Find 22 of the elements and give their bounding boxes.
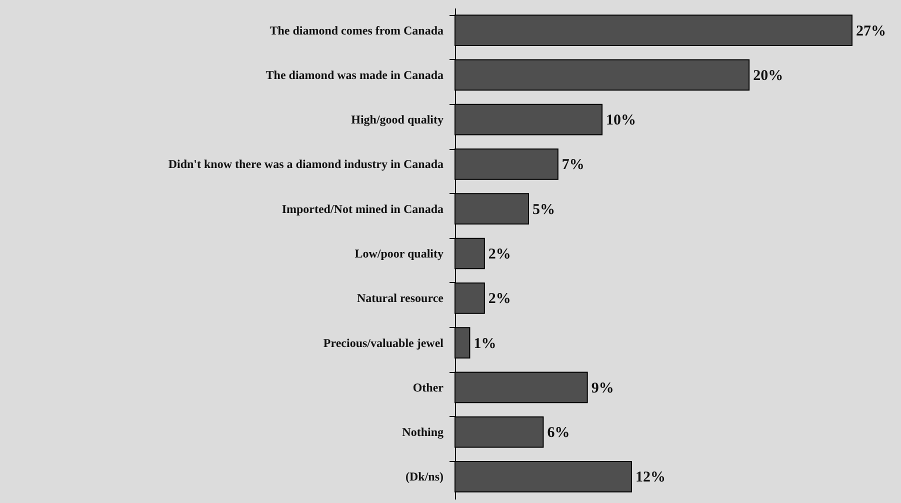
y-tick-label: Other [412, 380, 444, 394]
y-tick-label: Nothing [402, 425, 444, 440]
y-tick-label: Didn't know there was a diamond industry in Canada [168, 157, 444, 172]
data-label: 12% [635, 470, 666, 486]
data-label: 20% [753, 68, 784, 84]
data-label: 27% [856, 23, 886, 40]
y-tick-label: The diamond comes from Canada [270, 23, 444, 38]
y-tick-label: Imported/Not mined in Canada [282, 202, 444, 216]
y-tick-label: Low/poor quality [354, 246, 444, 260]
data-label: 6% [547, 425, 570, 442]
y-tick-label: Precious/valuable jewel [323, 336, 444, 350]
y-tick-label: (Dk/ns) [405, 470, 444, 484]
y-tick-label: High/good quality [351, 112, 444, 127]
y-tick-label: The diamond was made in Canada [266, 68, 444, 82]
data-label: 2% [488, 246, 511, 262]
data-label: 2% [488, 291, 511, 308]
data-label: 10% [606, 112, 636, 129]
data-label: 7% [562, 157, 584, 174]
data-label: 5% [532, 202, 556, 218]
data-label: 1% [474, 336, 496, 352]
data-label: 9% [591, 380, 614, 396]
y-tick-label: Natural resource [356, 291, 444, 306]
